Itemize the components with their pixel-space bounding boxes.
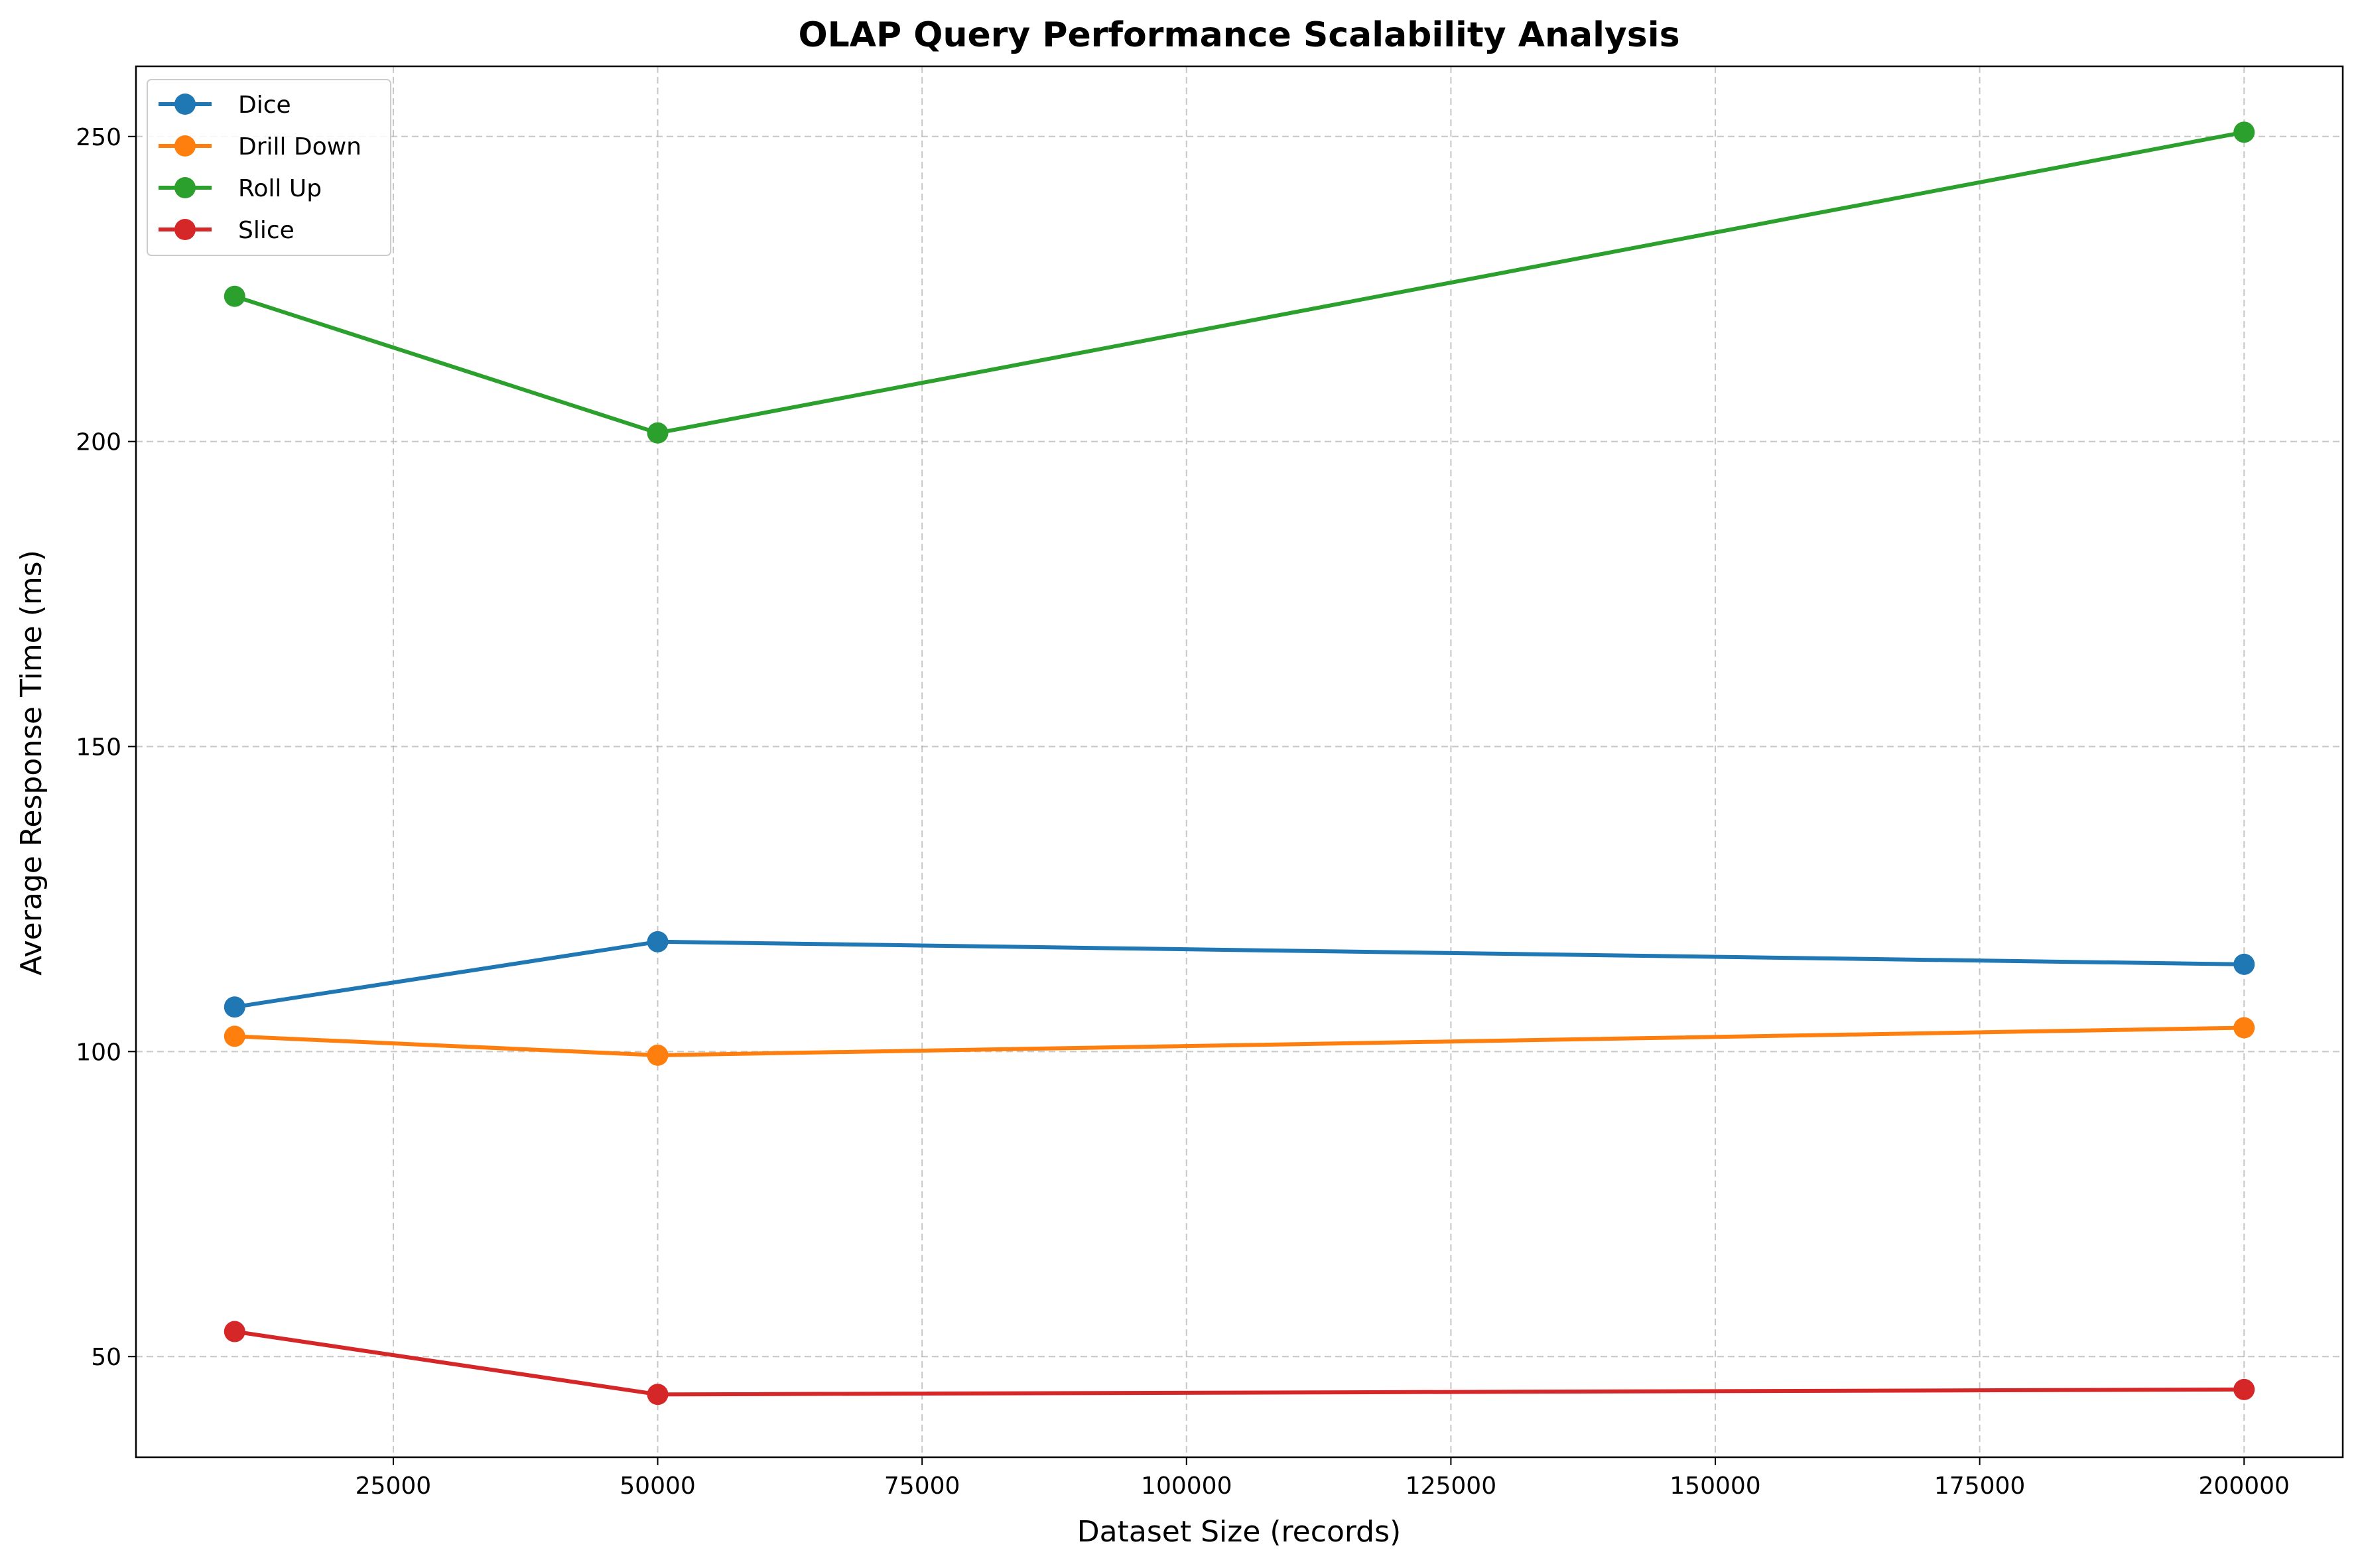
series-slice: [224, 1321, 2255, 1405]
series-dice: [224, 931, 2255, 1018]
legend-frame: [147, 79, 391, 256]
y-tick-label: 250: [76, 124, 121, 151]
y-tick-label: 200: [76, 429, 121, 456]
x-tick-label: 175000: [1934, 1472, 2025, 1500]
x-tick-label: 125000: [1406, 1472, 1496, 1500]
x-tick-label: 50000: [620, 1472, 696, 1500]
legend-label: Slice: [238, 217, 295, 244]
data-point-dice: [2233, 953, 2255, 975]
chart-title: OLAP Query Performance Scalability Analy…: [798, 15, 1679, 55]
grid: [136, 66, 2343, 1457]
legend: Dice Drill Down Roll Up Slice: [147, 79, 391, 256]
y-tick-label: 50: [91, 1344, 121, 1371]
legend-label: Roll Up: [238, 175, 322, 202]
series-layer: [224, 121, 2255, 1405]
data-point-slice: [2233, 1378, 2255, 1400]
data-point-roll-up: [224, 285, 245, 307]
series-roll-up: [224, 121, 2255, 444]
legend-item-roll-up: Roll Up: [159, 175, 322, 202]
data-point-drill-down: [647, 1044, 669, 1066]
legend-swatch-marker: [174, 94, 196, 115]
legend-item-dice: Dice: [159, 92, 291, 119]
data-point-slice: [647, 1384, 669, 1405]
data-point-drill-down: [224, 1025, 245, 1047]
y-axis-label: Average Response Time (ms): [15, 550, 48, 976]
x-tick-label: 150000: [1670, 1472, 1760, 1500]
data-point-roll-up: [2233, 121, 2255, 143]
plot-area-frame: [135, 65, 2344, 1459]
series-drill-down: [224, 1017, 2255, 1066]
legend-item-slice: Slice: [159, 217, 295, 244]
x-tick-label: 75000: [884, 1472, 960, 1500]
data-point-dice: [224, 996, 245, 1018]
x-tick-label: 100000: [1141, 1472, 1232, 1500]
x-tick-label: 200000: [2199, 1472, 2290, 1500]
data-point-dice: [647, 931, 669, 952]
axis-ticks: 25000 50000 75000 100000 125000 150000 175000 2…: [76, 124, 2290, 1500]
x-axis-label: Dataset Size (records): [1077, 1515, 1401, 1549]
legend-label: Drill Down: [238, 133, 361, 161]
y-tick-label: 150: [76, 734, 121, 761]
data-point-slice: [224, 1321, 245, 1342]
y-tick-label: 100: [76, 1039, 121, 1066]
legend-swatch-marker: [174, 135, 196, 157]
legend-item-drill-down: Drill Down: [159, 133, 361, 161]
data-point-drill-down: [2233, 1017, 2255, 1039]
legend-label: Dice: [238, 92, 291, 119]
legend-swatch-marker: [174, 219, 196, 240]
data-point-roll-up: [647, 422, 669, 444]
x-tick-label: 25000: [356, 1472, 432, 1500]
legend-swatch-marker: [174, 177, 196, 198]
